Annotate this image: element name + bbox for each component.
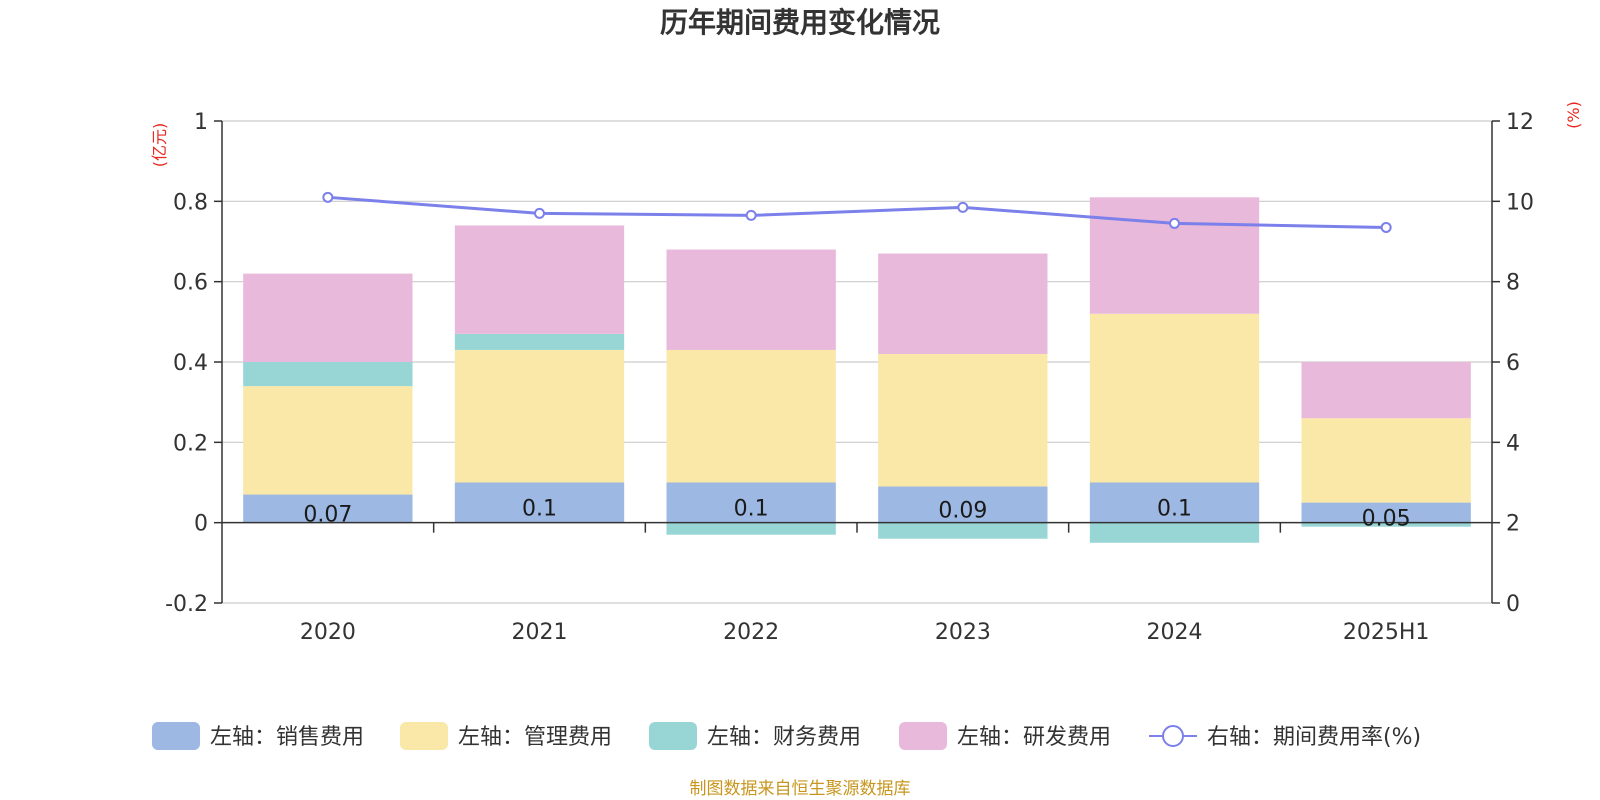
left-tick-label-4: 0.6 bbox=[173, 271, 208, 296]
data-label-2023: 0.09 bbox=[938, 499, 987, 524]
data-labels: 0.07 0.1 0.1 0.09 0.1 0.05 bbox=[303, 497, 1410, 532]
data-label-2021: 0.1 bbox=[522, 497, 557, 522]
left-tick-label-0: -0.2 bbox=[165, 592, 208, 617]
left-axis-unit: (亿元) bbox=[150, 123, 169, 168]
left-tick-label-5: 0.8 bbox=[173, 190, 208, 215]
x-tick-label-0: 2020 bbox=[300, 620, 356, 645]
bar-4-2024 bbox=[1089, 197, 1260, 314]
bar-3-2020 bbox=[243, 362, 413, 387]
bar-3-2021 bbox=[454, 333, 625, 350]
rate-point-2024 bbox=[1169, 217, 1180, 229]
legend-label-2: 左轴：管理费用 bbox=[458, 725, 612, 750]
rate-line-path bbox=[327, 195, 1387, 229]
legend-label-5: 右轴：期间费用率(%) bbox=[1207, 725, 1421, 750]
left-tick-label-6: 1 bbox=[194, 110, 208, 135]
bar-2-2024 bbox=[1089, 313, 1260, 483]
bar-1-2025H1 bbox=[1301, 502, 1471, 523]
legend: 左轴：销售费用 左轴：管理费用 左轴：财务费用 左轴：研发费用 右轴：期间费用率(%) bbox=[152, 722, 1421, 750]
bar-4-2022 bbox=[666, 249, 836, 350]
right-tick-label-3: 6 bbox=[1506, 351, 1520, 376]
left-tick-label-2: 0.2 bbox=[173, 431, 208, 456]
bar-3-2025H1 bbox=[1301, 522, 1471, 527]
bar-4-2023 bbox=[878, 253, 1048, 354]
x-tick-label-3: 2023 bbox=[935, 620, 991, 645]
bar-2-2020 bbox=[243, 386, 413, 495]
legend-marker-5 bbox=[1162, 725, 1184, 747]
x-tick-label-2: 2022 bbox=[723, 620, 779, 645]
bar-2-2023 bbox=[878, 353, 1048, 487]
legend-label-3: 左轴：财务费用 bbox=[707, 725, 861, 750]
bar-4-2021 bbox=[454, 225, 625, 334]
bar-3-2023 bbox=[878, 522, 1048, 539]
bar-4-2025H1 bbox=[1301, 362, 1471, 419]
bar-3-2022 bbox=[666, 522, 836, 535]
left-tick-label-1: 0 bbox=[194, 512, 208, 537]
bar-1-2024 bbox=[1089, 482, 1260, 523]
data-label-2025H1: 0.05 bbox=[1362, 507, 1411, 532]
source-note: 制图数据来自恒生聚源数据库 bbox=[690, 779, 911, 799]
data-label-2022: 0.1 bbox=[734, 497, 769, 522]
rate-point-2023 bbox=[957, 201, 969, 213]
x-tick-label-1: 2021 bbox=[512, 620, 568, 645]
x-tick-label-4: 2024 bbox=[1147, 620, 1203, 645]
rate-line bbox=[322, 191, 1392, 233]
grid-lines bbox=[222, 120, 1492, 604]
rate-point-2022 bbox=[745, 209, 757, 221]
right-tick-label-1: 2 bbox=[1506, 512, 1520, 537]
bar-1-2021 bbox=[454, 482, 625, 523]
legend-label-4: 左轴：研发费用 bbox=[957, 725, 1111, 750]
bar-2-2021 bbox=[454, 349, 625, 483]
x-tick-label-5: 2025H1 bbox=[1343, 620, 1430, 645]
legend-swatch-3 bbox=[649, 722, 697, 750]
legend-swatch-1 bbox=[152, 722, 200, 750]
rate-point-2020 bbox=[322, 191, 334, 203]
chart-title: 历年期间费用变化情况 bbox=[660, 6, 940, 39]
bar-2-2022 bbox=[666, 349, 836, 483]
left-tick-label-3: 0.4 bbox=[173, 351, 208, 376]
rate-point-2025H1 bbox=[1380, 221, 1392, 233]
right-tick-label-0: 0 bbox=[1506, 592, 1520, 617]
right-axis-unit: (%) bbox=[1564, 101, 1583, 129]
bar-3-2024 bbox=[1089, 522, 1260, 543]
legend-swatch-4 bbox=[899, 722, 947, 750]
right-tick-label-5: 10 bbox=[1506, 190, 1534, 215]
bar-4-2020 bbox=[243, 273, 413, 362]
bar-2-2025H1 bbox=[1301, 418, 1471, 503]
legend-swatch-2 bbox=[400, 722, 448, 750]
right-tick-label-4: 8 bbox=[1506, 271, 1520, 296]
right-tick-label-6: 12 bbox=[1506, 110, 1534, 135]
rate-point-2021 bbox=[534, 207, 545, 219]
data-label-2024: 0.1 bbox=[1157, 497, 1192, 522]
bar-1-2020 bbox=[243, 494, 413, 523]
bar-1-2023 bbox=[878, 486, 1048, 523]
bars bbox=[243, 197, 1471, 543]
data-label-2020: 0.07 bbox=[303, 503, 352, 528]
bar-1-2022 bbox=[666, 482, 836, 523]
legend-label-1: 左轴：销售费用 bbox=[210, 725, 364, 750]
right-tick-label-2: 4 bbox=[1506, 431, 1520, 456]
